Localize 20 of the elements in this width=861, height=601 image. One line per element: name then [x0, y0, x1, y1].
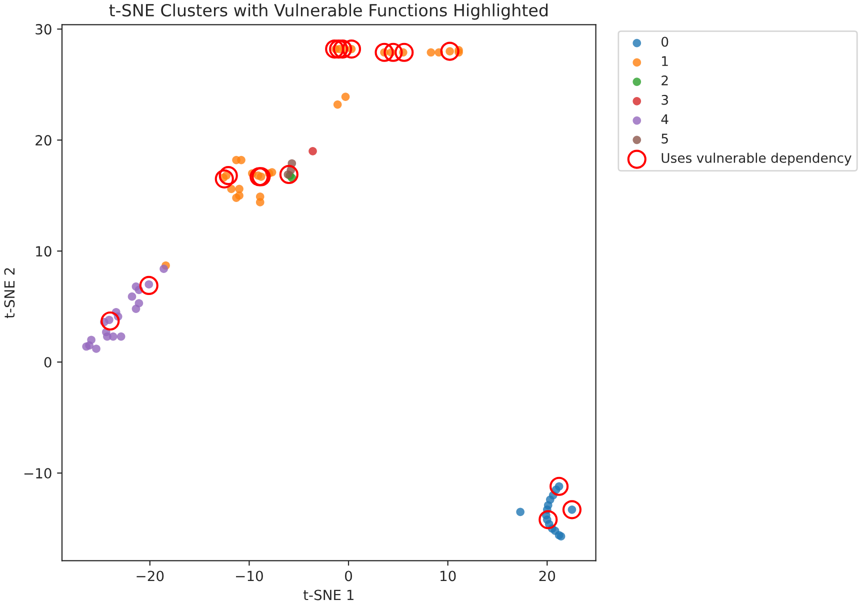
x-tick-label: 10: [440, 570, 456, 582]
y-tick-label: 20: [36, 135, 52, 146]
legend-label: 2: [662, 75, 668, 86]
y-tick-label: 0: [44, 357, 52, 368]
y-axis-title: t-SNE 2: [4, 268, 15, 318]
legend-label: Uses vulnerable dependency: [662, 152, 852, 166]
x-tick-label: −10: [236, 570, 263, 582]
legend-label: 5: [662, 134, 668, 144]
chart-title: t-SNE Clusters with Vulnerable Functions Highlighted: [109, 4, 548, 20]
y-tick-label: 10: [36, 246, 52, 257]
x-axis-title: t-SNE 1: [303, 590, 354, 600]
legend-label: 0: [662, 36, 668, 47]
x-tick-label: 0: [345, 570, 352, 582]
legend-label: 4: [661, 114, 668, 124]
x-tick-label: −20: [136, 570, 164, 582]
x-tick-label: 20: [539, 570, 556, 582]
legend-label: 1: [662, 56, 668, 66]
y-tick-label: −10: [24, 468, 52, 479]
y-tick-label: 30: [36, 24, 52, 35]
legend-label: 3: [662, 94, 668, 105]
